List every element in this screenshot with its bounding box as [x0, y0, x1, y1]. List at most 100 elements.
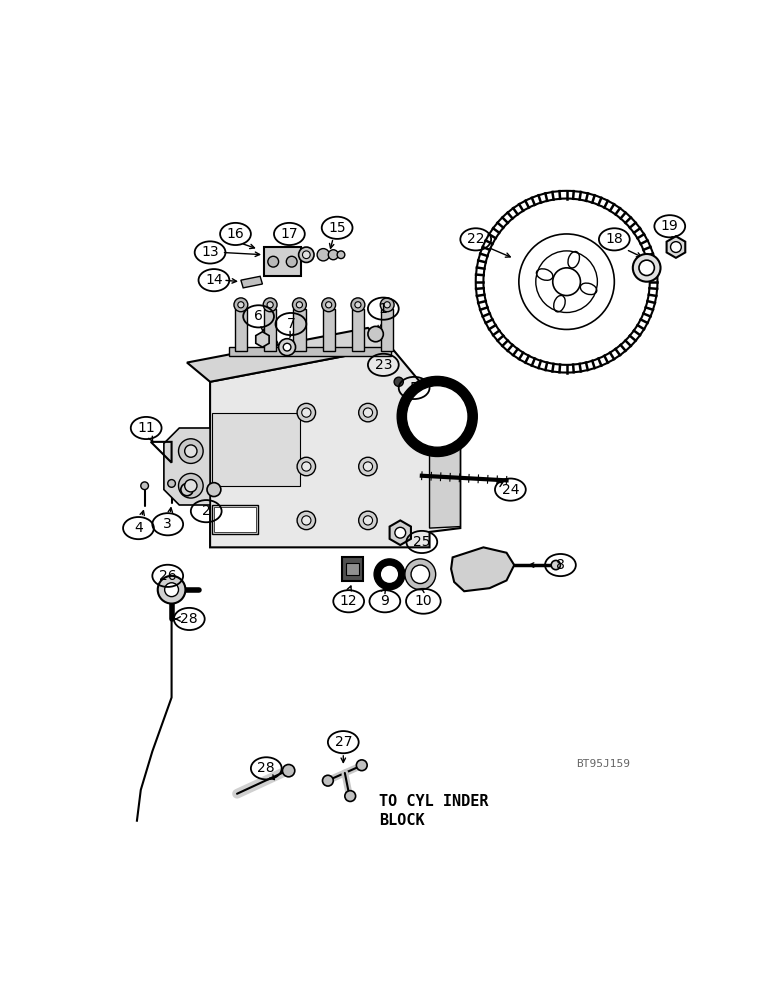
- Circle shape: [178, 473, 203, 498]
- Circle shape: [355, 302, 361, 308]
- Polygon shape: [164, 428, 210, 505]
- Text: 15: 15: [328, 221, 346, 235]
- FancyBboxPatch shape: [381, 309, 394, 351]
- Text: 6: 6: [254, 309, 263, 323]
- Circle shape: [141, 482, 148, 490]
- Circle shape: [671, 242, 682, 252]
- FancyBboxPatch shape: [229, 347, 391, 356]
- Circle shape: [406, 386, 468, 447]
- Circle shape: [317, 249, 330, 261]
- FancyBboxPatch shape: [212, 413, 300, 486]
- Circle shape: [359, 457, 378, 476]
- FancyBboxPatch shape: [293, 309, 306, 351]
- Circle shape: [267, 302, 273, 308]
- Polygon shape: [451, 547, 514, 591]
- Circle shape: [394, 377, 403, 386]
- Circle shape: [337, 251, 345, 259]
- Text: 5: 5: [410, 381, 418, 395]
- Circle shape: [268, 256, 279, 267]
- Text: 24: 24: [502, 483, 519, 497]
- Circle shape: [238, 302, 244, 308]
- Text: 2: 2: [201, 504, 211, 518]
- Circle shape: [157, 576, 185, 604]
- Text: 14: 14: [205, 273, 223, 287]
- Circle shape: [405, 559, 435, 590]
- FancyBboxPatch shape: [235, 309, 247, 351]
- Text: 26: 26: [159, 569, 177, 583]
- Circle shape: [359, 511, 378, 530]
- Circle shape: [207, 483, 221, 497]
- Text: 13: 13: [201, 245, 219, 259]
- Text: 22: 22: [467, 232, 485, 246]
- Circle shape: [483, 199, 650, 365]
- Circle shape: [357, 760, 367, 771]
- Circle shape: [297, 403, 316, 422]
- Circle shape: [639, 260, 655, 276]
- FancyBboxPatch shape: [214, 507, 256, 532]
- Circle shape: [286, 256, 297, 267]
- Circle shape: [297, 511, 316, 530]
- FancyBboxPatch shape: [342, 557, 364, 581]
- Circle shape: [359, 403, 378, 422]
- Polygon shape: [241, 276, 262, 288]
- FancyBboxPatch shape: [212, 505, 258, 534]
- Circle shape: [364, 408, 373, 417]
- Circle shape: [411, 565, 429, 584]
- Circle shape: [263, 298, 277, 312]
- Circle shape: [323, 775, 334, 786]
- Polygon shape: [429, 397, 460, 528]
- Text: 25: 25: [413, 535, 431, 549]
- Circle shape: [297, 457, 316, 476]
- Circle shape: [283, 764, 295, 777]
- Circle shape: [279, 339, 296, 356]
- Circle shape: [178, 439, 203, 463]
- FancyBboxPatch shape: [264, 309, 276, 351]
- Circle shape: [374, 559, 405, 590]
- Circle shape: [381, 298, 394, 312]
- Circle shape: [164, 583, 178, 597]
- Circle shape: [381, 565, 398, 584]
- Circle shape: [351, 298, 365, 312]
- Text: 17: 17: [280, 227, 298, 241]
- Text: BT95J159: BT95J159: [576, 759, 630, 769]
- Circle shape: [181, 483, 193, 496]
- Polygon shape: [187, 328, 391, 382]
- Circle shape: [364, 462, 373, 471]
- Circle shape: [368, 326, 384, 342]
- Circle shape: [395, 527, 405, 538]
- Text: 1: 1: [379, 302, 388, 316]
- Text: 28: 28: [258, 761, 275, 775]
- Text: 10: 10: [415, 594, 432, 608]
- Text: 11: 11: [137, 421, 155, 435]
- Circle shape: [326, 302, 332, 308]
- FancyBboxPatch shape: [352, 309, 364, 351]
- Circle shape: [345, 791, 356, 801]
- Text: 19: 19: [661, 219, 679, 233]
- Polygon shape: [210, 347, 460, 547]
- Circle shape: [302, 462, 311, 471]
- Circle shape: [384, 302, 391, 308]
- Circle shape: [283, 343, 291, 351]
- FancyBboxPatch shape: [323, 309, 335, 351]
- Text: 23: 23: [374, 358, 392, 372]
- Circle shape: [364, 516, 373, 525]
- Text: 8: 8: [556, 558, 565, 572]
- Circle shape: [299, 247, 314, 262]
- Text: 28: 28: [181, 612, 198, 626]
- Text: 9: 9: [381, 594, 389, 608]
- Circle shape: [322, 298, 336, 312]
- Circle shape: [303, 251, 310, 259]
- Text: 4: 4: [134, 521, 143, 535]
- Text: 7: 7: [286, 317, 296, 331]
- Circle shape: [397, 376, 477, 456]
- Text: 16: 16: [227, 227, 245, 241]
- Circle shape: [633, 254, 661, 282]
- FancyBboxPatch shape: [264, 247, 301, 276]
- Circle shape: [293, 298, 306, 312]
- Text: 3: 3: [164, 517, 172, 531]
- Text: 18: 18: [605, 232, 623, 246]
- Text: BLOCK: BLOCK: [380, 813, 425, 828]
- Circle shape: [168, 480, 175, 487]
- Circle shape: [185, 445, 197, 457]
- Text: 27: 27: [334, 735, 352, 749]
